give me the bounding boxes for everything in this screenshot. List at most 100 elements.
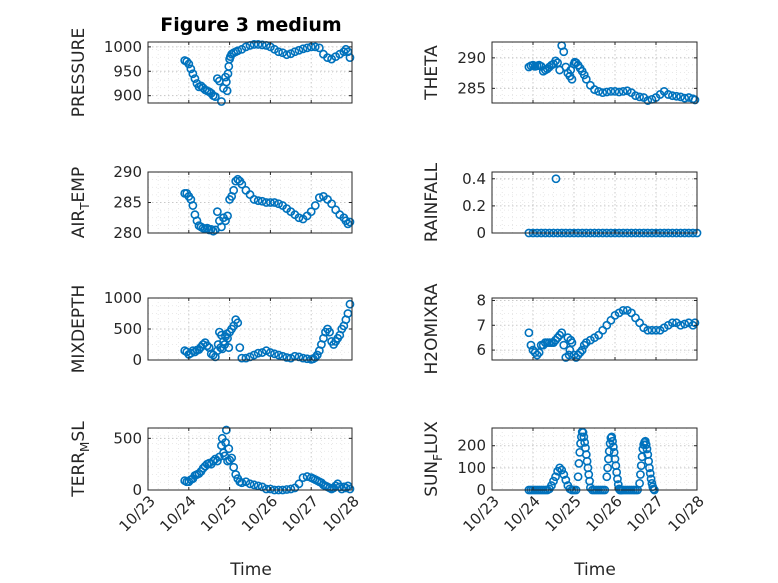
- data-point: [618, 87, 628, 96]
- y-axis-label: SUNFLUX: [422, 421, 445, 497]
- y-tick-label: 100: [457, 459, 486, 477]
- data-point: [235, 343, 245, 352]
- data-point: [224, 343, 234, 352]
- data-point: [188, 201, 198, 210]
- data-point: [547, 481, 556, 490]
- data-point: [278, 48, 288, 58]
- data-point: [643, 325, 653, 335]
- data-point: [603, 463, 613, 473]
- data-point: [573, 472, 583, 482]
- data-point: [241, 42, 251, 52]
- data-point: [526, 340, 536, 350]
- data-point: [222, 86, 232, 96]
- data-point: [610, 87, 620, 96]
- y-axis-label: THETA: [422, 45, 442, 101]
- data-point: [249, 350, 259, 360]
- data-point: [606, 87, 616, 96]
- y-tick-label: 0: [476, 481, 486, 499]
- data-point: [579, 340, 589, 350]
- data-point: [559, 47, 569, 57]
- data-point: [314, 193, 324, 203]
- data-point: [245, 479, 255, 489]
- data-point: [314, 43, 324, 53]
- data-point: [575, 348, 585, 357]
- data-point: [237, 353, 247, 363]
- data-point: [668, 91, 677, 101]
- data-point: [635, 92, 644, 102]
- data-point: [613, 474, 622, 484]
- y-axis-label: PRESSURE: [69, 28, 89, 117]
- data-point: [212, 456, 222, 466]
- data-point: [217, 97, 226, 106]
- data-point: [559, 340, 569, 350]
- data-point: [290, 47, 300, 57]
- data-point: [261, 346, 271, 356]
- axes-box: [491, 297, 698, 361]
- y-axis-label: TERRMSL: [69, 421, 92, 498]
- data-point: [257, 196, 267, 206]
- data-point: [580, 437, 590, 447]
- data-point: [253, 481, 263, 491]
- data-point: [257, 348, 267, 357]
- data-point: [651, 325, 661, 335]
- data-point: [645, 463, 654, 473]
- data-point: [680, 319, 690, 329]
- data-point: [532, 350, 542, 360]
- data-point: [221, 77, 231, 87]
- data-point: [636, 461, 646, 471]
- data-point: [224, 444, 234, 454]
- data-point: [339, 47, 349, 57]
- data-point: [212, 74, 222, 83]
- data-point: [680, 93, 690, 103]
- data-point: [590, 85, 599, 94]
- data-point: [274, 350, 283, 360]
- data-point: [182, 347, 192, 357]
- data-point: [225, 455, 234, 465]
- x-tick-label: 10/27: [624, 492, 667, 535]
- data-point: [212, 207, 222, 217]
- data-point: [602, 472, 612, 482]
- data-point: [618, 305, 628, 315]
- data-point: [555, 463, 565, 473]
- data-point: [282, 50, 292, 60]
- x-tick-label: 10/28: [665, 492, 708, 535]
- data-point: [672, 91, 681, 101]
- data-point: [579, 432, 589, 442]
- data-point: [642, 444, 652, 454]
- data-point: [663, 90, 673, 99]
- axes-box: [491, 171, 698, 234]
- x-tick-label: 10/24: [501, 492, 544, 535]
- data-series: [180, 40, 355, 106]
- x-tick-label: 10/28: [320, 492, 363, 535]
- data-point: [586, 80, 595, 90]
- data-point: [608, 436, 617, 446]
- y-tick-label: 200: [457, 437, 486, 455]
- data-point: [208, 456, 218, 466]
- data-point: [690, 95, 700, 105]
- data-point: [345, 217, 355, 227]
- x-tick-label: 10/26: [238, 492, 281, 535]
- data-point: [233, 46, 243, 56]
- data-point: [549, 476, 558, 486]
- y-axis-label: H2OMIXRA: [422, 283, 442, 374]
- y-tick-label: 0: [476, 224, 486, 242]
- data-point: [559, 470, 569, 479]
- subplot-6: 6 7 8 H2OMIXRA: [422, 283, 700, 375]
- data-point: [598, 88, 608, 98]
- subplot-7: 0500TERRMSL10/2310/2410/2510/2610/2710/2…: [69, 421, 363, 536]
- subplot-5: 0 500 1000 MIXDEPTH: [69, 285, 355, 374]
- data-series: [180, 425, 355, 495]
- y-tick-label: 0.2: [462, 197, 486, 215]
- subplot-1: 900 950 1000 PRESSURE: [69, 28, 355, 117]
- data-point: [210, 92, 220, 102]
- data-point: [614, 87, 624, 97]
- data-point: [224, 62, 234, 71]
- y-axis-label: MIXDEPTH: [69, 285, 89, 374]
- data-point: [221, 216, 230, 226]
- data-point: [636, 470, 645, 479]
- y-tick-label: 0: [132, 481, 142, 499]
- data-point: [635, 478, 644, 488]
- data-point: [298, 44, 308, 54]
- data-point: [274, 199, 283, 209]
- x-tick-label: 10/24: [156, 492, 199, 535]
